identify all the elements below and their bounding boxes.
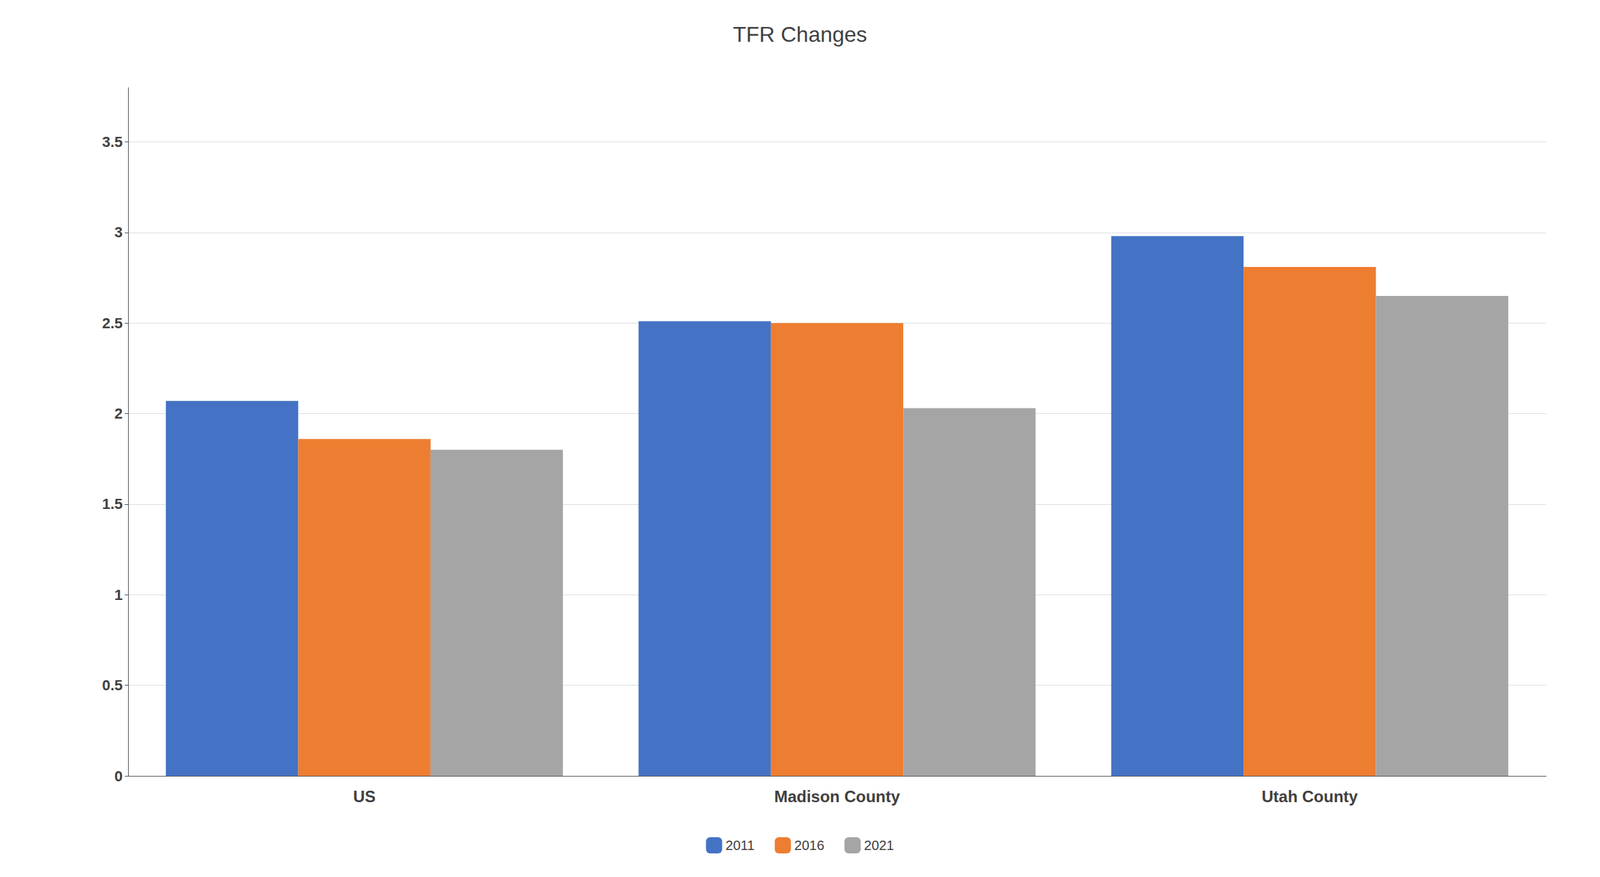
svg-text:US: US (353, 787, 376, 806)
svg-text:2011: 2011 (725, 837, 755, 853)
svg-text:0.5: 0.5 (101, 676, 123, 694)
svg-text:2: 2 (114, 405, 123, 422)
svg-text:2016: 2016 (794, 837, 825, 853)
svg-text:Utah County: Utah County (1261, 787, 1359, 806)
svg-text:2021: 2021 (864, 837, 895, 853)
svg-text:TFR Changes: TFR Changes (732, 22, 867, 47)
svg-text:2.5: 2.5 (101, 314, 123, 332)
svg-text:3: 3 (114, 223, 123, 241)
svg-text:3.5: 3.5 (101, 133, 123, 151)
svg-text:1: 1 (114, 586, 123, 604)
svg-text:1.5: 1.5 (101, 495, 123, 513)
svg-text:0: 0 (114, 767, 123, 785)
svg-text:Madison County: Madison County (774, 787, 901, 806)
